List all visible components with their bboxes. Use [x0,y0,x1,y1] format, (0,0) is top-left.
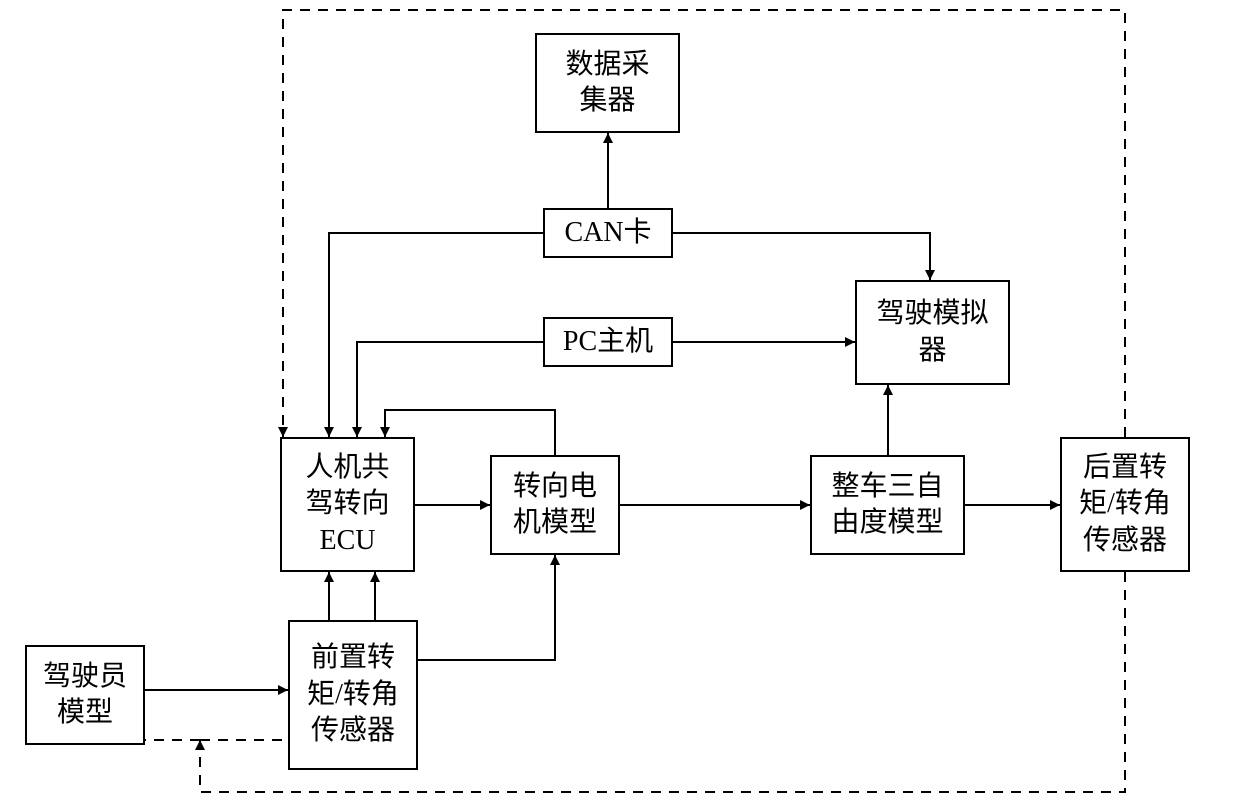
edge-can_card-driving_sim [673,233,930,280]
node-data_collector: 数据采集器 [535,33,680,133]
node-front_sensor: 前置转矩/转角传感器 [288,620,418,770]
node-ecu: 人机共驾转向ECU [280,437,415,572]
node-pc_host: PC主机 [543,317,673,367]
node-can_card: CAN卡 [543,208,673,258]
system-diagram: 数据采集器 CAN卡 PC主机 驾驶模拟器人机共驾转向ECU 转向电机模型 整车三自由度模… [0,0,1240,806]
node-driver_model: 驾驶员模型 [25,645,145,745]
node-motor_model: 转向电机模型 [490,455,620,555]
edge-can_card-ecu [329,233,543,437]
edge-pc_host-ecu [357,342,543,437]
node-rear_sensor: 后置转矩/转角传感器 [1060,437,1190,572]
node-vehicle_model: 整车三自由度模型 [810,455,965,555]
node-driving_sim: 驾驶模拟器 [855,280,1010,385]
edge-front_sensor-motor_model [418,555,555,660]
